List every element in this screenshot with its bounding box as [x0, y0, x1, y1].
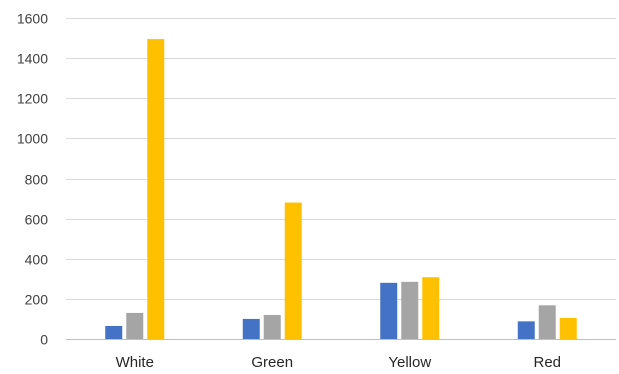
bar-white-series-1 [105, 325, 123, 339]
bar-yellow-series-2 [401, 281, 419, 339]
x-category-label: Red [533, 354, 561, 371]
bar-yellow-series-3 [422, 277, 440, 339]
y-tick-label: 1600 [17, 11, 48, 27]
bar-series [105, 39, 577, 340]
y-tick-label: 1400 [17, 51, 48, 67]
y-tick-label: 400 [25, 252, 49, 268]
bar-red-series-2 [538, 305, 556, 339]
bar-green-series-1 [242, 318, 260, 339]
y-tick-label: 0 [40, 332, 48, 348]
y-tick-label: 800 [25, 172, 49, 188]
x-category-label: Yellow [388, 354, 431, 371]
bar-yellow-series-1 [380, 282, 398, 339]
y-tick-label: 200 [25, 292, 49, 308]
y-axis-tick-labels: 0 200 400 600 800 1000 1200 1400 1600 [17, 11, 48, 348]
bar-red-series-1 [517, 321, 535, 339]
y-tick-label: 1200 [17, 91, 48, 107]
y-tick-label: 1000 [17, 131, 48, 147]
x-category-label: Green [251, 354, 293, 371]
bar-white-series-3 [147, 39, 165, 340]
x-category-label: White [116, 354, 154, 371]
bar-green-series-2 [263, 314, 281, 339]
y-tick-label: 600 [25, 212, 49, 228]
bar-red-series-3 [559, 317, 577, 339]
bar-green-series-3 [284, 202, 302, 339]
bar-white-series-2 [126, 312, 144, 339]
x-axis-category-labels: White Green Yellow Red [116, 354, 561, 371]
